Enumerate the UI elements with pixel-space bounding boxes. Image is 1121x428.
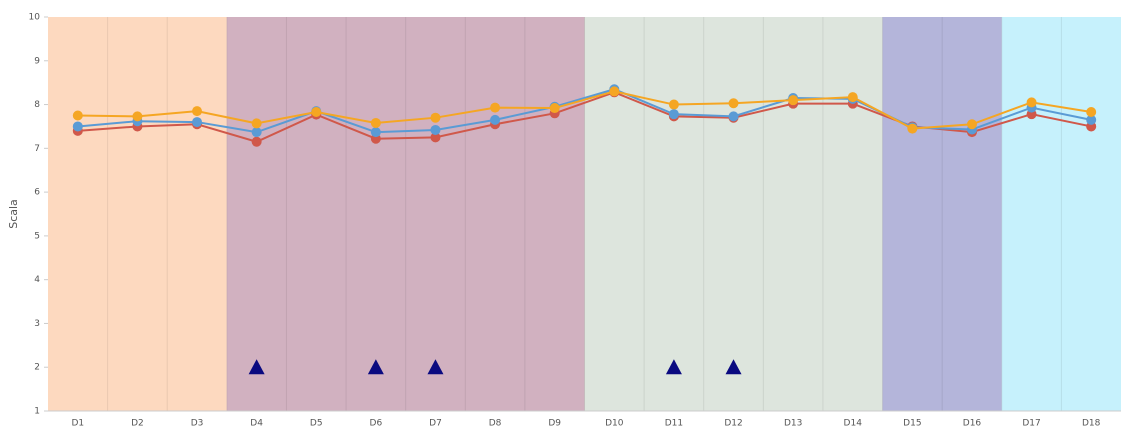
triangle-marker <box>367 359 384 375</box>
x-tick-label: D12 <box>724 419 742 428</box>
x-tick-label: D14 <box>844 419 863 428</box>
point <box>490 114 501 125</box>
triangle-marker <box>725 359 742 375</box>
point <box>907 123 918 134</box>
point <box>430 112 441 123</box>
y-tick-label: 3 <box>34 319 40 329</box>
x-tick-label: D16 <box>963 419 982 428</box>
point <box>132 111 143 122</box>
point <box>1026 97 1037 108</box>
x-tick-label: D18 <box>1082 419 1101 428</box>
point <box>609 86 620 97</box>
x-tick-label: D1 <box>71 419 84 428</box>
x-tick-label: D10 <box>605 419 624 428</box>
point <box>668 109 679 120</box>
x-tick-label: D4 <box>250 419 263 428</box>
x-tick-label: D9 <box>548 419 561 428</box>
region <box>48 17 227 411</box>
region <box>882 17 1002 411</box>
x-tick-label: D8 <box>489 419 502 428</box>
x-tick-label: D5 <box>310 419 323 428</box>
triangle-marker <box>665 359 682 375</box>
x-tick-label: D17 <box>1022 419 1040 428</box>
point <box>251 136 262 147</box>
series-line <box>77 90 1092 130</box>
point <box>728 98 739 109</box>
point <box>251 127 262 138</box>
region <box>226 17 585 411</box>
y-tick-label: 7 <box>34 144 40 154</box>
y-axis-label: Scala <box>7 199 20 229</box>
point <box>1086 114 1097 125</box>
x-tick-label: D13 <box>784 419 802 428</box>
point <box>72 121 83 132</box>
y-tick-label: 6 <box>34 188 40 198</box>
point <box>549 103 560 114</box>
point <box>311 106 322 117</box>
y-tick-label: 4 <box>34 275 40 285</box>
point <box>370 127 381 138</box>
point <box>788 95 799 106</box>
point <box>847 92 858 103</box>
point <box>72 110 83 121</box>
point <box>251 118 262 129</box>
point <box>728 111 739 122</box>
region <box>584 17 883 411</box>
x-tick-label: D6 <box>370 419 383 428</box>
x-tick-label: D11 <box>665 419 683 428</box>
y-tick-label: 1 <box>34 407 40 417</box>
y-tick-label: 5 <box>34 231 40 241</box>
x-tick-label: D2 <box>131 419 144 428</box>
point <box>192 117 203 128</box>
point <box>668 99 679 110</box>
y-tick-label: 2 <box>34 363 40 373</box>
point <box>1086 106 1097 117</box>
point <box>966 119 977 130</box>
triangle-marker <box>427 359 444 375</box>
y-tick-label: 10 <box>29 13 41 23</box>
point <box>430 124 441 135</box>
y-tick-label: 8 <box>34 100 40 110</box>
triangle-marker <box>248 359 265 375</box>
x-tick-label: D15 <box>903 419 921 428</box>
y-tick-label: 9 <box>34 56 40 66</box>
point <box>490 102 501 113</box>
point <box>430 132 441 143</box>
x-tick-label: D3 <box>191 419 204 428</box>
x-tick-label: D7 <box>429 419 442 428</box>
point <box>192 106 203 117</box>
point <box>370 117 381 128</box>
region <box>1001 17 1121 411</box>
